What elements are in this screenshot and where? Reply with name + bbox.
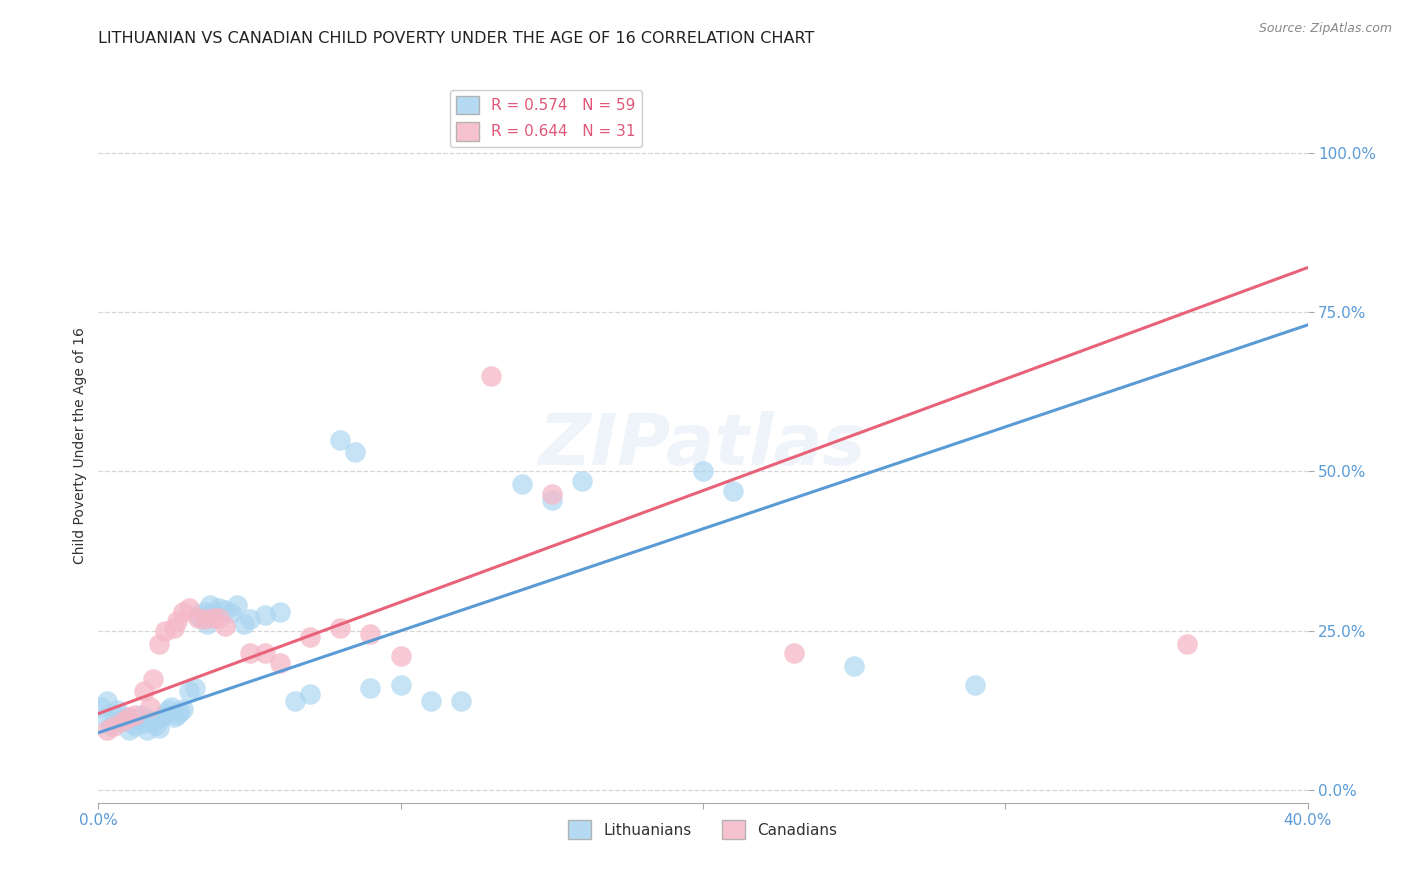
- Point: [195, 617, 218, 632]
- Point: [344, 445, 367, 459]
- Point: [389, 649, 412, 664]
- Text: Source: ZipAtlas.com: Source: ZipAtlas.com: [1258, 22, 1392, 36]
- Point: [166, 614, 188, 628]
- Point: [103, 719, 125, 733]
- Point: [481, 368, 503, 383]
- Point: [202, 611, 225, 625]
- Point: [202, 605, 225, 619]
- Y-axis label: Child Poverty Under the Age of 16: Child Poverty Under the Age of 16: [73, 327, 87, 565]
- Point: [139, 700, 162, 714]
- Point: [299, 688, 322, 702]
- Point: [214, 618, 236, 632]
- Point: [269, 605, 291, 619]
- Point: [329, 621, 352, 635]
- Point: [187, 607, 209, 622]
- Point: [179, 684, 201, 698]
- Point: [90, 700, 112, 714]
- Point: [193, 605, 215, 619]
- Point: [148, 721, 170, 735]
- Point: [93, 710, 115, 724]
- Point: [420, 694, 443, 708]
- Point: [135, 723, 157, 737]
- Point: [118, 723, 141, 737]
- Point: [132, 716, 155, 731]
- Point: [253, 607, 276, 622]
- Point: [111, 714, 134, 729]
- Point: [360, 627, 382, 641]
- Point: [166, 707, 188, 722]
- Point: [132, 684, 155, 698]
- Point: [540, 487, 562, 501]
- Point: [160, 700, 183, 714]
- Point: [103, 706, 125, 721]
- Point: [124, 719, 146, 733]
- Point: [163, 710, 186, 724]
- Point: [153, 706, 176, 721]
- Legend: Lithuanians, Canadians: Lithuanians, Canadians: [562, 814, 844, 845]
- Point: [179, 601, 201, 615]
- Point: [253, 646, 276, 660]
- Point: [284, 694, 307, 708]
- Point: [450, 694, 472, 708]
- Point: [190, 611, 212, 625]
- Point: [142, 672, 165, 686]
- Point: [96, 723, 118, 737]
- Point: [118, 710, 141, 724]
- Point: [163, 621, 186, 635]
- Point: [200, 599, 222, 613]
- Point: [145, 718, 167, 732]
- Point: [540, 493, 562, 508]
- Point: [208, 601, 231, 615]
- Point: [169, 706, 191, 720]
- Point: [214, 603, 236, 617]
- Point: [208, 611, 231, 625]
- Point: [226, 599, 249, 613]
- Point: [108, 713, 131, 727]
- Point: [692, 465, 714, 479]
- Point: [360, 681, 382, 695]
- Point: [96, 694, 118, 708]
- Point: [184, 681, 207, 695]
- Point: [723, 483, 745, 498]
- Point: [172, 605, 194, 619]
- Point: [187, 611, 209, 625]
- Point: [221, 606, 243, 620]
- Point: [129, 707, 152, 722]
- Text: LITHUANIAN VS CANADIAN CHILD POVERTY UNDER THE AGE OF 16 CORRELATION CHART: LITHUANIAN VS CANADIAN CHILD POVERTY UND…: [98, 31, 815, 46]
- Point: [100, 719, 122, 733]
- Point: [153, 624, 176, 638]
- Point: [127, 712, 149, 726]
- Point: [124, 707, 146, 722]
- Point: [150, 710, 173, 724]
- Point: [105, 703, 128, 717]
- Point: [232, 617, 254, 632]
- Point: [783, 646, 806, 660]
- Text: ZIPatlas: ZIPatlas: [540, 411, 866, 481]
- Point: [139, 714, 162, 729]
- Point: [142, 713, 165, 727]
- Point: [329, 433, 352, 447]
- Point: [114, 710, 136, 724]
- Point: [389, 678, 412, 692]
- Point: [121, 716, 143, 731]
- Point: [239, 646, 262, 660]
- Point: [571, 474, 593, 488]
- Point: [111, 714, 134, 729]
- Point: [510, 477, 533, 491]
- Point: [239, 612, 262, 626]
- Point: [193, 612, 215, 626]
- Point: [269, 656, 291, 670]
- Point: [172, 701, 194, 715]
- Point: [156, 703, 179, 717]
- Point: [844, 658, 866, 673]
- Point: [148, 636, 170, 650]
- Point: [299, 630, 322, 644]
- Point: [965, 678, 987, 692]
- Point: [1175, 636, 1198, 650]
